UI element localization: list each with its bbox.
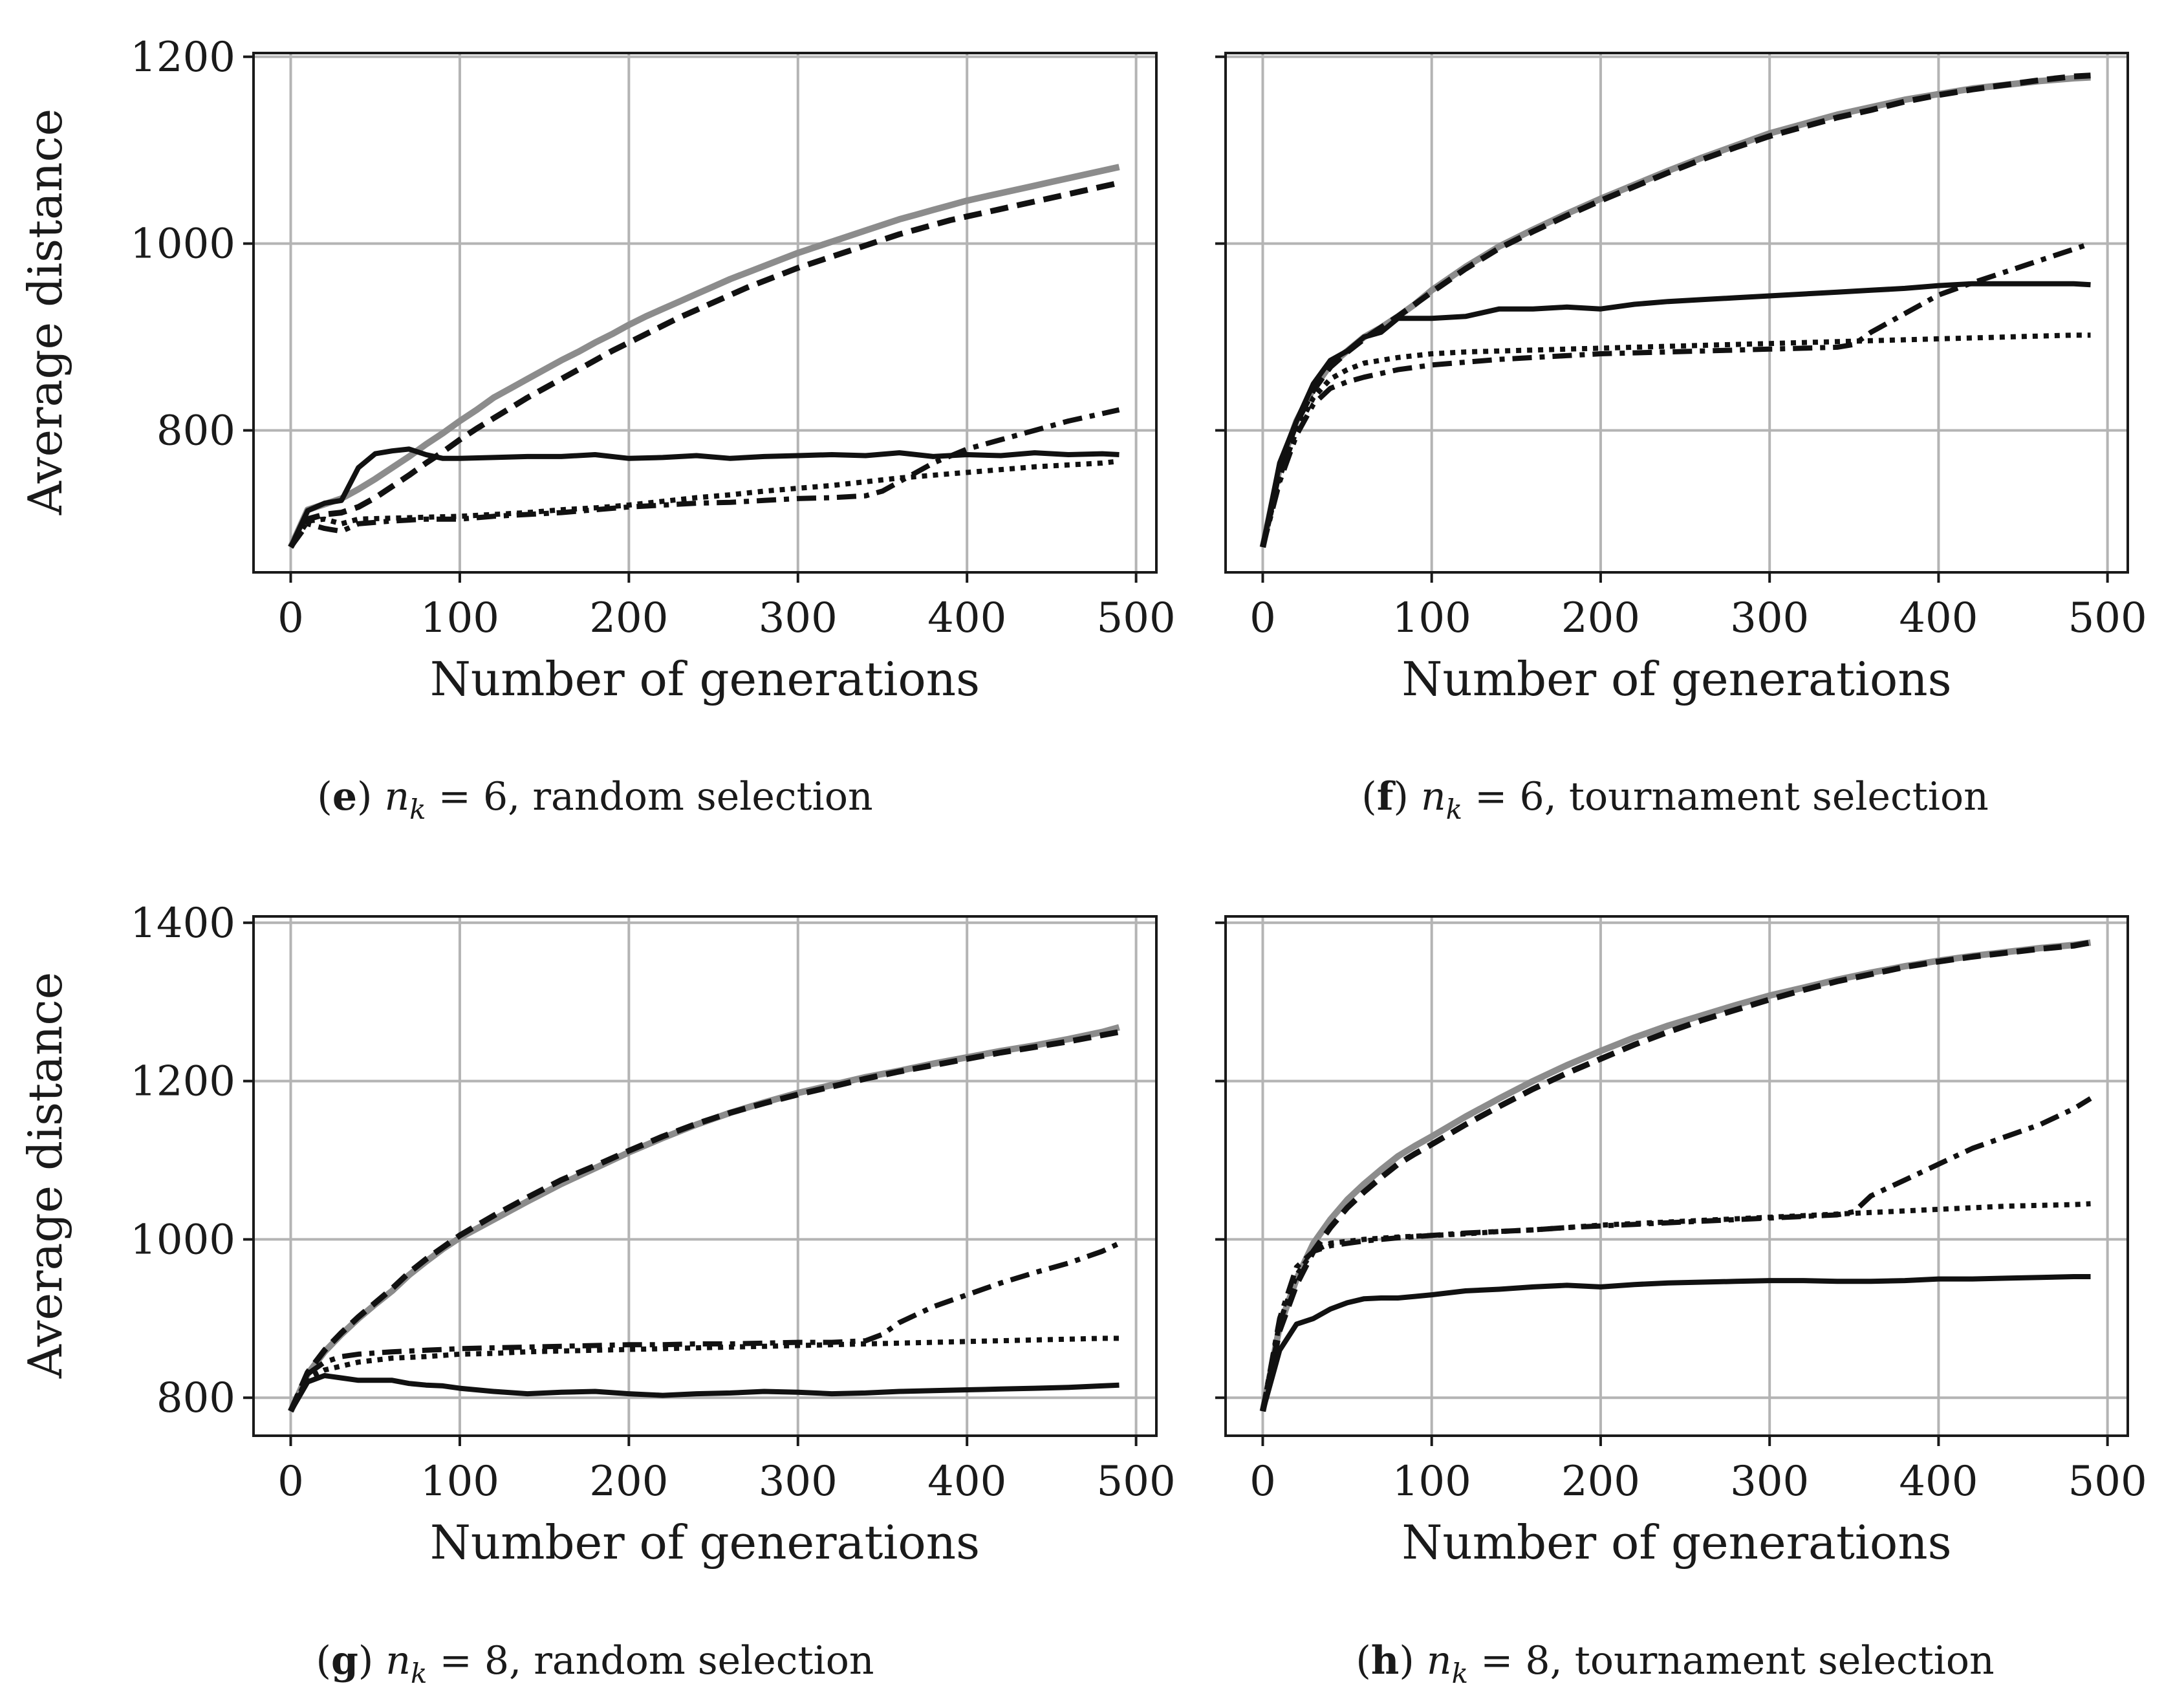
y-tick-label: 800: [157, 407, 235, 455]
panel-caption: (f) nk = 6, tournament selection: [1361, 774, 1988, 825]
series-line-dashdot: [1260, 241, 2092, 548]
series-line-dotted: [288, 459, 1120, 549]
panel-h: 0 100 200 300 400 500 Number of generations (h)…: [1215, 915, 2147, 1689]
series-line-dashdot: [288, 407, 1120, 549]
series-line-dashed: [1260, 72, 2091, 548]
plot-frame: [1224, 915, 2129, 1437]
x-tick-label: 0: [1250, 594, 1276, 642]
panel-caption: (e) nk = 6, random selection: [317, 774, 872, 825]
plot-frame: [1224, 52, 2129, 574]
series-line-solid: [288, 446, 1120, 548]
series-line-gray-solid: [1259, 939, 2092, 1412]
x-axis-title: Number of generations: [1401, 1515, 1951, 1570]
series-line-dotted: [1260, 1201, 2091, 1412]
y-tick-label: 1200: [130, 1058, 235, 1106]
x-tick-label: 0: [1250, 1458, 1276, 1506]
series-line-dashed: [1260, 939, 2092, 1412]
y-tick-label: 1200: [130, 34, 235, 81]
plot-frame: [252, 915, 1158, 1437]
x-tick-label: 300: [1730, 594, 1809, 642]
y-tick-label: 1400: [130, 900, 235, 947]
x-tick-label: 300: [1730, 1458, 1809, 1506]
series-line-solid: [288, 1373, 1120, 1413]
x-tick-label: 200: [589, 1458, 668, 1506]
x-tick-label: 300: [759, 1458, 838, 1506]
x-tick-label: 500: [2068, 1458, 2147, 1506]
series-line-dotted: [288, 1335, 1120, 1412]
x-tick-label: 500: [1097, 594, 1176, 642]
x-tick-label: 200: [1561, 594, 1640, 642]
x-tick-label: 400: [927, 1458, 1006, 1506]
x-tick-label: 0: [277, 594, 304, 642]
x-axis-title: Number of generations: [430, 652, 980, 706]
x-tick-label: 0: [277, 1458, 304, 1506]
x-tick-label: 200: [1561, 1458, 1640, 1506]
x-tick-label: 500: [1097, 1458, 1176, 1506]
y-tick-label: 1000: [130, 221, 235, 268]
series-line-dashed: [288, 180, 1120, 549]
x-tick-label: 400: [927, 594, 1006, 642]
series-line-gray-solid: [287, 1024, 1120, 1413]
series-line-solid: [1260, 1274, 2091, 1412]
series-line-gray-solid: [1259, 74, 2091, 548]
x-tick-label: 400: [1899, 594, 1978, 642]
panel-f: 0 100 200 300 400 500 Number of generations (f)…: [1215, 52, 2147, 825]
y-tick-label: 1000: [130, 1216, 235, 1264]
x-axis-title: Number of generations: [1401, 652, 1951, 706]
panel-caption: (h) nk = 8, tournament selection: [1356, 1638, 1994, 1689]
x-tick-label: 100: [420, 594, 499, 642]
y-axis-title-top: Average distance: [18, 109, 72, 516]
series-line-dotted: [1260, 332, 2091, 548]
series-line-dashdot: [1260, 1096, 2092, 1412]
y-tick-label: 800: [157, 1374, 235, 1422]
x-tick-label: 100: [1392, 594, 1471, 642]
x-tick-label: 300: [759, 594, 838, 642]
series-line-dashed: [288, 1029, 1120, 1412]
x-tick-label: 100: [1392, 1458, 1471, 1506]
series-line-gray-solid: [287, 164, 1120, 549]
series-line-solid: [1260, 281, 2091, 548]
x-tick-label: 500: [2068, 594, 2147, 642]
panel-caption: (g) nk = 8, random selection: [316, 1638, 874, 1689]
series-line-dashdot: [288, 1240, 1121, 1412]
x-axis-title: Number of generations: [430, 1515, 980, 1570]
panel-e: 0 100 200 300 400 500 800 1000 1200 Number of gen…: [130, 34, 1176, 825]
panel-g: 0 100 200 300 400 500 800 1000 1200 1400 Number of…: [130, 900, 1176, 1689]
y-axis-title-bottom: Average distance: [18, 972, 72, 1379]
x-tick-label: 400: [1899, 1458, 1978, 1506]
x-tick-label: 100: [420, 1458, 499, 1506]
x-tick-label: 200: [589, 594, 668, 642]
plot-frame: [252, 52, 1158, 574]
